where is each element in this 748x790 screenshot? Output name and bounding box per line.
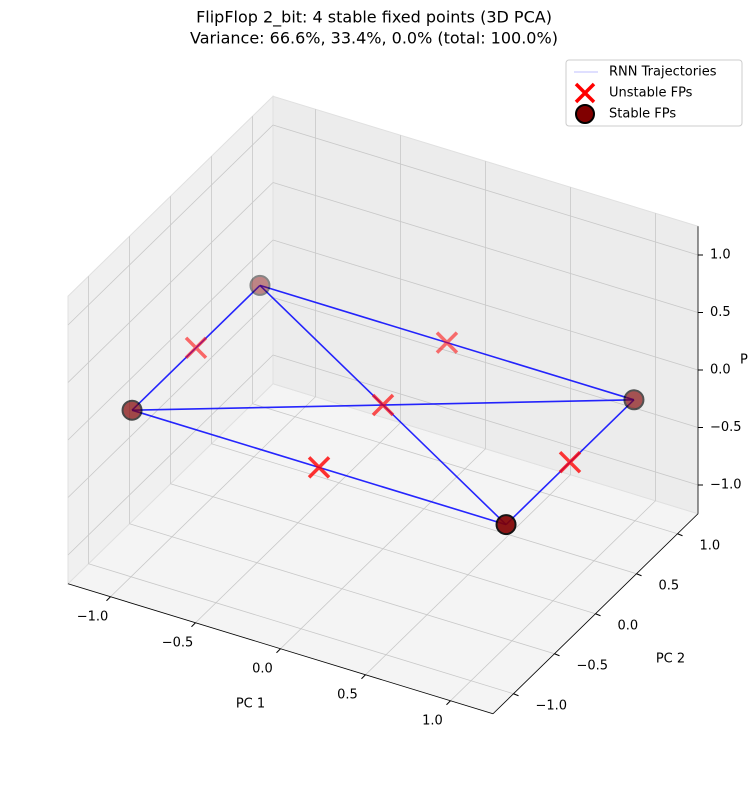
grid-line: [67, 182, 274, 383]
unstable-fp: [307, 456, 331, 479]
grid-line: [272, 239, 699, 371]
x-tick: [106, 596, 111, 602]
x-tick: [191, 622, 196, 628]
grid-line: [272, 124, 699, 256]
grid-line: [211, 443, 637, 575]
axis-line: [492, 513, 699, 715]
x-tick-label: −1.0: [77, 609, 109, 624]
unstable-fp: [558, 450, 582, 474]
legend-label: Stable FPs: [609, 107, 676, 122]
y-tick-label: 0.0: [618, 618, 639, 633]
y-tick: [677, 533, 683, 537]
x-tick: [276, 648, 281, 654]
stable-fp: [121, 399, 143, 421]
z-tick-label: −0.5: [710, 420, 742, 435]
y-tick: [636, 573, 642, 577]
y-tick-label: −1.0: [536, 698, 568, 713]
grid-line: [170, 483, 596, 615]
z-tick-label: 0.0: [710, 363, 731, 378]
stable-fp: [623, 389, 645, 411]
grid-line: [272, 354, 699, 486]
z-axis-label: PC 3: [740, 353, 748, 368]
chart-subtitle: Variance: 66.6%, 33.4%, 0.0% (total: 100…: [190, 29, 558, 48]
grid-line: [129, 523, 555, 655]
legend-label: RNN Trajectories: [609, 65, 717, 80]
stable-fp: [249, 274, 271, 296]
grid-line: [252, 403, 678, 535]
y-tick-label: −0.5: [577, 658, 609, 673]
legend: RNN Trajectories Unstable FPs Stable FPs: [565, 59, 743, 127]
axis-line: [67, 583, 494, 715]
y-tick: [513, 693, 519, 697]
grid: [67, 109, 703, 715]
z-tick-label: 1.0: [710, 248, 731, 263]
chart-title: FlipFlop 2_bit: 4 stable fixed points (3…: [196, 8, 552, 28]
legend-swatch: [574, 82, 596, 104]
z-tick-label: 0.5: [710, 305, 731, 320]
x-axis-label: PC 1: [236, 696, 265, 711]
y-axis-label: PC 2: [656, 651, 685, 666]
y-tick-label: 1.0: [700, 538, 721, 553]
unstable-fp: [371, 393, 395, 417]
unstable-fp: [435, 331, 459, 354]
x-tick-label: −0.5: [162, 635, 194, 650]
grid-line: [272, 182, 699, 313]
x-tick: [446, 700, 451, 706]
plot-area: −1.0 −0.5 0.0 0.5 1.0 −1.0 −0.5 0.0 0.5 1.0 −1.0 −0…: [77, 248, 748, 729]
z-tick-label: −1.0: [710, 478, 742, 493]
legend-label: Unstable FPs: [609, 86, 693, 101]
y-tick: [554, 653, 560, 657]
x-tick: [361, 674, 366, 680]
legend-swatch: [575, 104, 595, 124]
stable-fp: [495, 514, 517, 536]
unstable-fp: [184, 336, 208, 360]
grid-line: [67, 354, 274, 556]
x-tick-label: 0.0: [252, 661, 273, 676]
x-tick-label: 0.5: [337, 687, 358, 702]
grid-line: [88, 563, 514, 695]
x-tick-label: 1.0: [422, 713, 443, 728]
grid-line: [67, 239, 274, 441]
legend-box: [565, 59, 743, 127]
grid-line: [67, 297, 274, 498]
grid-line: [67, 124, 274, 326]
y-tick-label: 0.5: [659, 578, 680, 593]
y-tick: [595, 613, 601, 617]
